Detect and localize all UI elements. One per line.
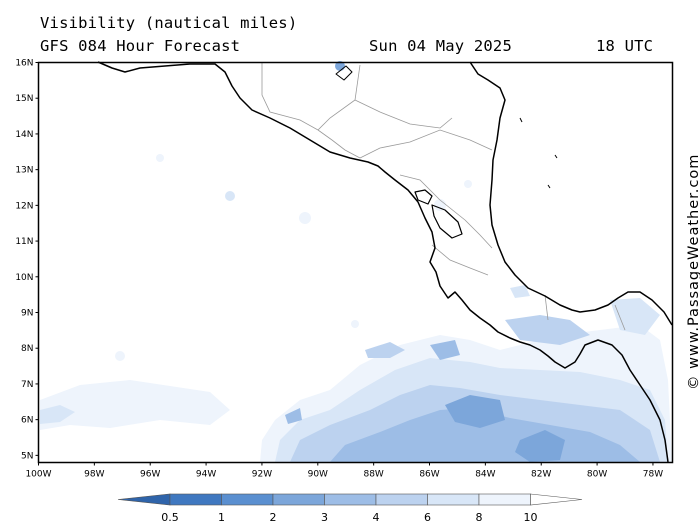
legend-tick-label: 3 — [321, 511, 328, 524]
map-frame — [37, 61, 674, 464]
lon-label: 100W — [25, 470, 51, 480]
lat-label: 7N — [21, 380, 33, 390]
lon-label: 86W — [419, 470, 439, 480]
legend-tick-label: 4 — [373, 511, 380, 524]
legend-tick-label: 10 — [524, 511, 538, 524]
legend-tick-label: 2 — [270, 511, 277, 524]
longitude-axis: 100W 98W 96W 94W 92W 90W 88W 86W 84W 82W 80W 78W — [25, 462, 663, 480]
legend-tick-label: 0.5 — [161, 511, 179, 524]
legend-tick-label: 6 — [424, 511, 431, 524]
latitude-axis: 16N 15N 14N 13N 12N 11N 10N 9N 8N 7N 6N 5N — [15, 59, 39, 461]
lat-label: 6N — [21, 416, 33, 426]
lat-label: 9N — [21, 309, 33, 319]
lon-label: 90W — [308, 470, 328, 480]
lat-label: 13N — [15, 166, 33, 176]
lat-label: 14N — [15, 130, 33, 140]
forecast-time: 18 UTC — [596, 37, 654, 55]
legend-swatch — [375, 493, 428, 506]
lon-label: 96W — [140, 470, 160, 480]
legend-swatch — [272, 493, 325, 506]
country-borders — [261, 62, 626, 331]
lat-label: 11N — [15, 237, 33, 247]
lat-label: 5N — [21, 451, 33, 461]
legend-swatch — [169, 493, 222, 506]
legend-arrow-high — [530, 493, 583, 506]
lon-label: 94W — [196, 470, 216, 480]
lat-label: 10N — [15, 273, 33, 283]
map-title: Visibility (nautical miles) — [40, 14, 298, 32]
lat-label: 12N — [15, 201, 33, 211]
lon-label: 84W — [475, 470, 495, 480]
coastline — [97, 61, 673, 463]
legend-arrow-low — [117, 493, 171, 506]
legend-swatch — [221, 493, 274, 506]
lon-label: 80W — [587, 470, 607, 480]
lon-label: 92W — [252, 470, 272, 480]
site-credit: © www.PassageWeather.com — [686, 153, 700, 390]
legend-swatch — [324, 493, 377, 506]
legend-swatch — [478, 493, 531, 506]
lon-label: 98W — [84, 470, 104, 480]
lon-label: 78W — [643, 470, 663, 480]
visibility-shading — [40, 61, 672, 462]
lat-label: 8N — [21, 344, 33, 354]
legend-tick-label: 1 — [218, 511, 225, 524]
legend-swatch — [427, 493, 480, 506]
lat-label: 16N — [15, 59, 33, 69]
visibility-legend: 0.5 1 2 3 4 6 8 10 — [117, 493, 583, 524]
lon-label: 82W — [531, 470, 551, 480]
lat-label: 15N — [15, 94, 33, 104]
legend-tick-label: 8 — [476, 511, 483, 524]
forecast-label: GFS 084 Hour Forecast — [40, 37, 241, 55]
forecast-date: Sun 04 May 2025 — [369, 37, 512, 55]
lon-label: 88W — [363, 470, 383, 480]
